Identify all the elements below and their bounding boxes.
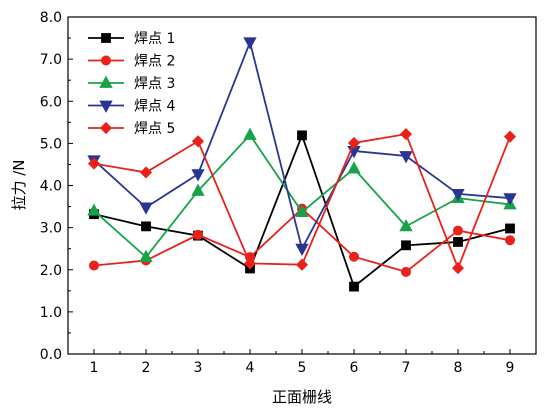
x-tick-label: 5	[298, 360, 307, 376]
data-point	[141, 221, 151, 232]
legend-marker	[101, 33, 111, 43]
data-point	[452, 225, 463, 236]
data-point	[191, 183, 205, 196]
data-point	[192, 229, 203, 240]
data-point	[453, 237, 463, 247]
y-tick-label: 7.0	[40, 52, 62, 68]
data-point	[87, 203, 101, 216]
data-point	[87, 157, 101, 170]
data-point	[451, 261, 465, 275]
data-point	[139, 166, 153, 179]
data-point	[399, 128, 413, 141]
data-point	[399, 151, 413, 164]
legend-item: 焊点 5	[88, 121, 175, 137]
legend-marker	[99, 100, 113, 113]
x-tick-label: 6	[350, 360, 359, 376]
data-point	[295, 243, 309, 257]
series-layer	[87, 37, 517, 292]
y-tick-label: 6.0	[40, 94, 62, 110]
x-tick-label: 4	[246, 360, 255, 376]
series-line	[93, 39, 511, 252]
data-point	[243, 257, 257, 270]
data-point	[243, 37, 257, 50]
legend-item: 焊点 3	[88, 75, 175, 92]
data-point	[349, 281, 359, 292]
data-point	[503, 193, 517, 206]
data-point	[295, 258, 309, 271]
y-tick-label: 5.0	[40, 136, 62, 152]
x-tick-label: 7	[402, 360, 411, 376]
x-tick-label: 9	[506, 360, 515, 376]
legend-label: 焊点 5	[134, 121, 175, 137]
y-tick-label: 2.0	[40, 263, 62, 279]
data-point	[451, 189, 465, 202]
data-point	[347, 161, 361, 174]
data-point	[401, 240, 411, 251]
legend-label: 焊点 2	[134, 54, 175, 70]
data-point	[295, 204, 309, 217]
data-point	[243, 127, 257, 140]
legend-item: 焊点 1	[88, 31, 175, 47]
legend-marker	[99, 75, 113, 88]
y-axis-title: 拉力 /N	[10, 159, 28, 210]
x-axis-title: 正面栅线	[272, 388, 332, 406]
data-point	[503, 130, 517, 143]
x-axis: 1 2 3 4 5 6 7 8 9	[90, 349, 515, 376]
data-point	[191, 169, 205, 182]
x-tick-label: 1	[90, 360, 99, 376]
y-tick-label: 3.0	[40, 221, 62, 237]
legend: 焊点 1 焊点 2 焊点 3 焊点 4 焊点 5	[88, 31, 175, 137]
data-point	[89, 260, 100, 271]
legend-marker	[101, 55, 112, 66]
data-point	[139, 249, 153, 263]
legend-label: 焊点 4	[134, 99, 175, 115]
y-tick-label: 4.0	[40, 179, 62, 195]
y-tick-label: 8.0	[40, 10, 62, 26]
y-tick-label: 0.0	[40, 347, 62, 363]
data-point	[348, 251, 359, 262]
data-point	[139, 202, 153, 215]
x-tick-label: 3	[194, 360, 203, 376]
legend-marker	[99, 121, 113, 135]
series-5	[87, 128, 517, 275]
legend-label: 焊点 1	[134, 31, 175, 47]
data-point	[399, 219, 413, 232]
y-axis: 0.0 1.0 2.0 3.0 4.0 5.0 6.0 7.0 8.0	[40, 10, 73, 363]
data-point	[191, 135, 205, 148]
x-tick-label: 8	[454, 360, 463, 376]
legend-label: 焊点 3	[134, 76, 175, 92]
legend-item: 焊点 4	[88, 99, 175, 115]
x-tick-label: 2	[142, 360, 151, 376]
data-point	[347, 136, 361, 150]
data-point	[297, 130, 307, 141]
data-point	[400, 266, 411, 277]
y-tick-label: 1.0	[40, 305, 62, 321]
data-point	[504, 235, 515, 246]
data-point	[505, 223, 515, 234]
legend-item: 焊点 2	[88, 54, 175, 70]
series-4	[87, 37, 517, 257]
